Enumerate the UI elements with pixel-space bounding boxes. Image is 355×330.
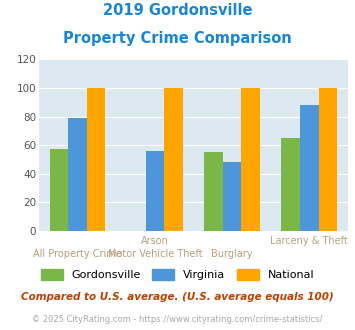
Text: Larceny & Theft: Larceny & Theft (271, 236, 348, 246)
Text: © 2025 CityRating.com - https://www.cityrating.com/crime-statistics/: © 2025 CityRating.com - https://www.city… (32, 315, 323, 324)
Bar (318, 88, 337, 231)
Legend: Gordonsville, Virginia, National: Gordonsville, Virginia, National (36, 265, 319, 285)
Text: All Property Crime: All Property Crime (33, 249, 122, 259)
Bar (300, 105, 318, 231)
Text: 2019 Gordonsville: 2019 Gordonsville (103, 3, 252, 18)
Text: Compared to U.S. average. (U.S. average equals 100): Compared to U.S. average. (U.S. average … (21, 292, 334, 302)
Bar (50, 149, 69, 231)
Bar (223, 162, 241, 231)
Bar (241, 88, 260, 231)
Bar (204, 152, 223, 231)
Text: Motor Vehicle Theft: Motor Vehicle Theft (108, 249, 202, 259)
Text: Arson: Arson (141, 236, 169, 246)
Bar (69, 118, 87, 231)
Bar (164, 88, 183, 231)
Bar (146, 151, 164, 231)
Text: Property Crime Comparison: Property Crime Comparison (63, 31, 292, 46)
Bar (282, 138, 300, 231)
Text: Burglary: Burglary (211, 249, 253, 259)
Bar (87, 88, 105, 231)
